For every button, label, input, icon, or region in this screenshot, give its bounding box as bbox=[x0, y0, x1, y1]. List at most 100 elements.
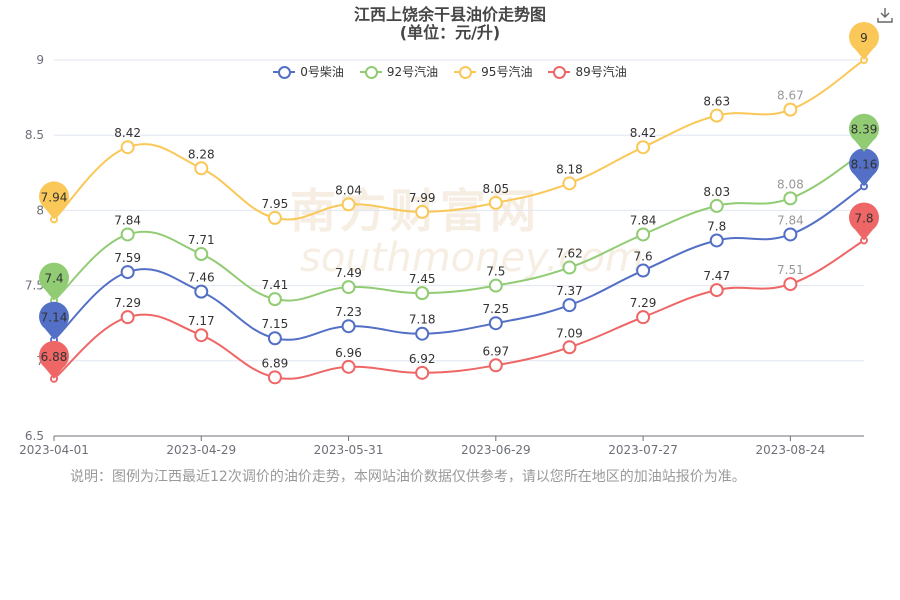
data-label: 6.89 bbox=[262, 356, 289, 370]
legend-swatch bbox=[273, 65, 296, 79]
data-point bbox=[194, 284, 209, 299]
data-label: 8.18 bbox=[556, 162, 583, 176]
svg-text:8.39: 8.39 bbox=[851, 123, 878, 137]
legend-label: 92号汽油 bbox=[386, 65, 439, 79]
y-tick-label: 9 bbox=[36, 53, 44, 67]
data-point bbox=[783, 102, 798, 117]
data-point bbox=[709, 198, 724, 213]
data-label: 7.84 bbox=[777, 213, 804, 227]
legend-item[interactable]: 89号汽油 bbox=[548, 63, 627, 80]
x-tick-label: 2023-04-01 bbox=[19, 443, 89, 457]
series-line bbox=[53, 239, 865, 380]
svg-text:6.88: 6.88 bbox=[41, 350, 68, 364]
data-label: 6.96 bbox=[335, 346, 362, 360]
start-pin: 7.4 bbox=[39, 262, 70, 301]
x-tick-label: 2023-05-31 bbox=[314, 443, 384, 457]
data-label: 7.47 bbox=[703, 269, 730, 283]
data-point bbox=[415, 286, 430, 301]
data-label: 7.51 bbox=[777, 263, 804, 277]
start-pin: 7.94 bbox=[39, 181, 70, 220]
watermark-url: southmoney.com bbox=[300, 235, 644, 281]
svg-text:7.94: 7.94 bbox=[41, 190, 68, 204]
data-label: 7.59 bbox=[114, 251, 141, 265]
data-point bbox=[120, 227, 135, 242]
data-point bbox=[562, 260, 577, 275]
data-point bbox=[636, 140, 651, 155]
data-point bbox=[341, 319, 356, 334]
chart-subtitle: (单位：元/升) bbox=[399, 23, 501, 42]
legend-item[interactable]: 95号汽油 bbox=[454, 63, 532, 80]
end-pin: 9 bbox=[849, 22, 880, 60]
legend: 0号柴油 92号汽油 95号汽油 89号汽油 bbox=[0, 63, 900, 80]
svg-text:8.16: 8.16 bbox=[851, 157, 878, 171]
data-point bbox=[341, 197, 356, 212]
data-point bbox=[415, 204, 430, 219]
data-point bbox=[267, 370, 282, 385]
data-label: 7.5 bbox=[486, 265, 505, 279]
download-icon[interactable] bbox=[876, 6, 894, 24]
data-label: 8.05 bbox=[482, 182, 509, 196]
end-pin: 8.39 bbox=[849, 113, 879, 152]
data-point bbox=[709, 108, 724, 123]
data-label: 7.45 bbox=[409, 272, 436, 286]
end-pin: 7.8 bbox=[849, 202, 879, 241]
chart-title: 江西上饶余干县油价走势图 bbox=[353, 5, 546, 24]
data-label: 7.62 bbox=[556, 247, 583, 261]
data-label: 8.28 bbox=[188, 147, 215, 161]
legend-swatch bbox=[548, 65, 571, 79]
data-point bbox=[341, 359, 356, 374]
data-label: 8.67 bbox=[777, 89, 804, 103]
data-point bbox=[267, 331, 282, 346]
start-pin: 6.88 bbox=[39, 340, 70, 379]
data-point bbox=[488, 195, 503, 210]
data-point bbox=[562, 340, 577, 355]
data-label: 7.29 bbox=[630, 296, 657, 310]
y-tick-label: 7.5 bbox=[25, 279, 44, 293]
x-tick-label: 2023-06-29 bbox=[461, 443, 531, 457]
legend-item[interactable]: 92号汽油 bbox=[359, 63, 439, 80]
data-label: 8.63 bbox=[703, 95, 730, 109]
data-point bbox=[120, 310, 135, 325]
data-label: 8.08 bbox=[777, 177, 804, 191]
data-point bbox=[488, 316, 503, 331]
svg-text:7.4: 7.4 bbox=[44, 272, 63, 286]
data-label: 7.84 bbox=[114, 213, 141, 227]
data-label: 6.97 bbox=[482, 344, 509, 358]
data-point bbox=[267, 292, 282, 307]
data-point bbox=[636, 310, 651, 325]
data-point bbox=[783, 191, 798, 206]
data-label: 7.09 bbox=[556, 326, 583, 340]
data-label: 7.23 bbox=[335, 305, 362, 319]
x-tick-label: 2023-07-27 bbox=[608, 443, 678, 457]
legend-swatch bbox=[359, 65, 382, 79]
data-point bbox=[488, 278, 503, 293]
x-tick-label: 2023-08-24 bbox=[755, 443, 825, 457]
data-label: 7.95 bbox=[262, 197, 289, 211]
data-label: 7.8 bbox=[707, 219, 726, 233]
data-point bbox=[709, 283, 724, 298]
data-point bbox=[415, 365, 430, 380]
end-pin: 8.16 bbox=[849, 148, 879, 187]
start-pin: 7.14 bbox=[39, 301, 70, 340]
data-point bbox=[636, 227, 651, 242]
data-point bbox=[636, 263, 651, 278]
data-label: 8.42 bbox=[114, 126, 141, 140]
data-point bbox=[562, 298, 577, 313]
y-tick-label: 8.5 bbox=[25, 128, 44, 142]
x-tick-label: 2023-04-29 bbox=[166, 443, 236, 457]
data-label: 6.92 bbox=[409, 352, 436, 366]
legend-label: 89号汽油 bbox=[575, 65, 627, 79]
data-label: 7.41 bbox=[262, 278, 289, 292]
data-label: 7.29 bbox=[114, 296, 141, 310]
legend-swatch bbox=[454, 65, 477, 79]
legend-item[interactable]: 0号柴油 bbox=[273, 63, 344, 80]
data-point bbox=[194, 247, 209, 262]
legend-label: 95号汽油 bbox=[481, 65, 533, 79]
data-label: 7.17 bbox=[188, 314, 215, 328]
data-point bbox=[120, 265, 135, 280]
data-label: 7.25 bbox=[482, 302, 509, 316]
data-point bbox=[783, 227, 798, 242]
data-point bbox=[341, 280, 356, 295]
series-line bbox=[53, 59, 865, 221]
